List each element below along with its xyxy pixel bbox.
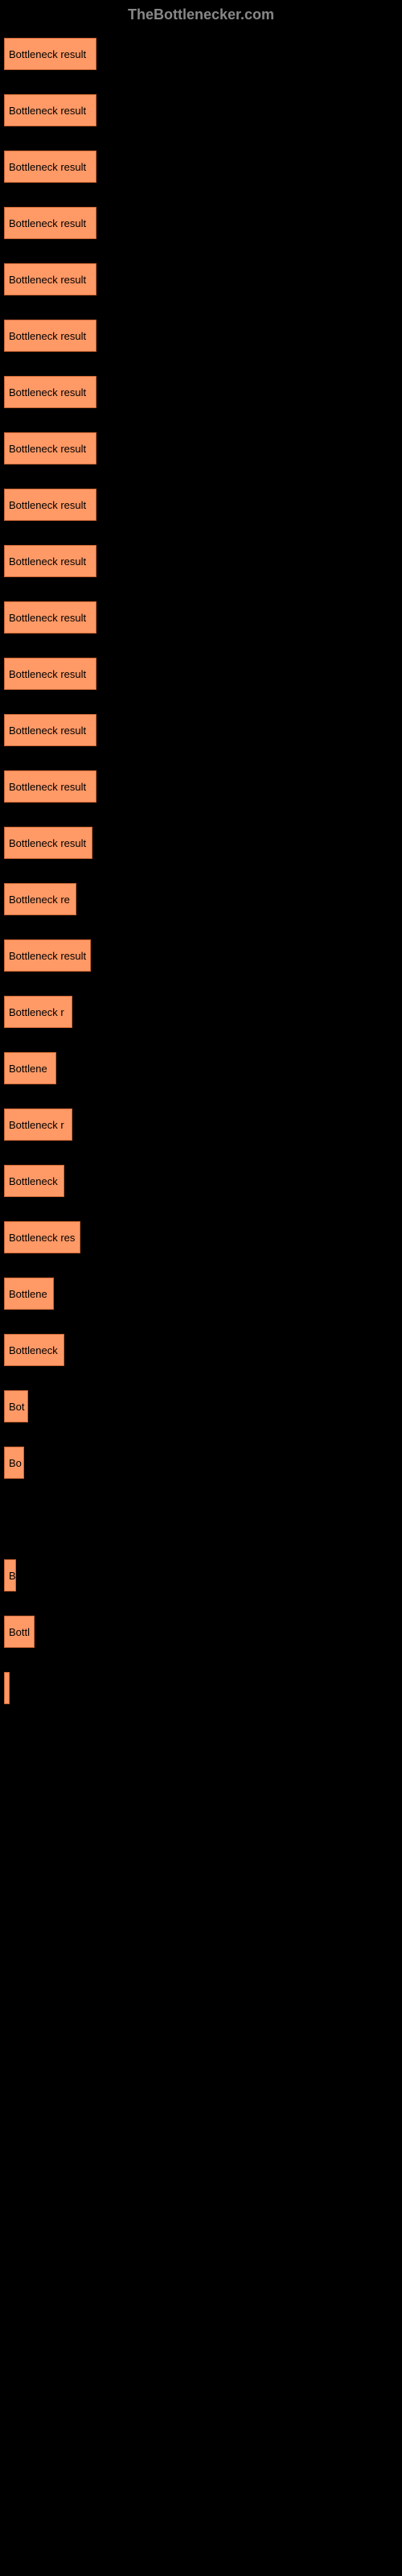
chart-bar: Bottleneck — [4, 1334, 64, 1366]
bar-label: Bo — [9, 1457, 22, 1469]
chart-bar: Bottleneck — [4, 1165, 64, 1197]
bar-label: B — [9, 1570, 16, 1582]
chart-bar: Bottlene — [4, 1278, 54, 1310]
chart-container: Bottleneck result Bottleneck result Bottle… — [0, 30, 402, 1736]
chart-bar: Bottleneck result — [4, 658, 96, 690]
bar-label: Bottleneck result — [9, 443, 86, 455]
chart-bar: Bottleneck result — [4, 94, 96, 126]
chart-bar: Bottl — [4, 1616, 35, 1648]
bar-row: Bottleneck — [4, 1334, 398, 1366]
bar-label: Bottleneck result — [9, 724, 86, 737]
chart-bar: Bo — [4, 1447, 24, 1479]
bar-label: Bottleneck re — [9, 894, 70, 906]
bar-label: Bottleneck r — [9, 1119, 64, 1131]
chart-bar: Bottleneck result — [4, 770, 96, 803]
chart-bar: Bottleneck r — [4, 1108, 72, 1141]
bar-label: Bottleneck — [9, 1175, 58, 1187]
chart-bar: Bottleneck res — [4, 1221, 80, 1253]
chart-bar: Bottlene — [4, 1052, 56, 1084]
bar-label: Bottleneck result — [9, 612, 86, 624]
chart-bar: Bot — [4, 1390, 28, 1422]
chart-bar: Bottleneck result — [4, 320, 96, 352]
bar-row: Bottleneck result — [4, 94, 398, 126]
bar-label: Bottleneck result — [9, 950, 86, 962]
chart-bar: Bottleneck result — [4, 432, 96, 464]
bar-label: Bottleneck result — [9, 330, 86, 342]
chart-bar: Bottleneck result — [4, 545, 96, 577]
bar-row: Bottleneck result — [4, 714, 398, 746]
bar-label: Bottleneck result — [9, 499, 86, 511]
bar-label: Bottleneck result — [9, 105, 86, 117]
bar-label: Bottleneck result — [9, 274, 86, 286]
bar-row: Bottleneck result — [4, 263, 398, 295]
bar-row: Bottleneck result — [4, 38, 398, 70]
bar-label: Bottleneck result — [9, 668, 86, 680]
site-title: TheBottlenecker.com — [128, 6, 274, 23]
chart-bar: Bottleneck result — [4, 489, 96, 521]
chart-bar: Bottleneck r — [4, 996, 72, 1028]
bar-row: Bottleneck result — [4, 827, 398, 859]
bar-row — [4, 1672, 398, 1704]
bar-label: Bot — [9, 1401, 25, 1413]
bar-label: Bottleneck result — [9, 217, 86, 229]
chart-bar: B — [4, 1559, 16, 1591]
bar-label: Bottleneck result — [9, 781, 86, 793]
chart-bar: Bottleneck result — [4, 827, 92, 859]
bar-label: Bottleneck — [9, 1344, 58, 1356]
bar-row: Bottl — [4, 1616, 398, 1648]
chart-bar: Bottleneck result — [4, 151, 96, 183]
bar-label: Bottleneck result — [9, 161, 86, 173]
bar-row: Bottleneck r — [4, 996, 398, 1028]
bar-label: Bottleneck result — [9, 48, 86, 60]
bar-row: Bottleneck result — [4, 376, 398, 408]
bar-label: Bottleneck r — [9, 1006, 64, 1018]
bar-row: Bo — [4, 1447, 398, 1479]
bar-label: Bottleneck res — [9, 1232, 75, 1244]
bar-row: Bottleneck result — [4, 658, 398, 690]
empty-row — [4, 1503, 398, 1535]
chart-bar: Bottleneck result — [4, 38, 96, 70]
chart-bar: Bottleneck result — [4, 714, 96, 746]
chart-bar: Bottleneck result — [4, 601, 96, 634]
bar-row: Bottleneck re — [4, 883, 398, 915]
bar-row: Bottleneck result — [4, 151, 398, 183]
bar-row: Bottleneck result — [4, 207, 398, 239]
bar-label: Bottlene — [9, 1063, 47, 1075]
bar-row: Bottleneck result — [4, 939, 398, 972]
chart-bar: Bottleneck result — [4, 207, 96, 239]
bar-label: Bottl — [9, 1626, 30, 1638]
chart-bar: Bottleneck result — [4, 263, 96, 295]
bar-row: Bottleneck — [4, 1165, 398, 1197]
bar-row: Bottlene — [4, 1278, 398, 1310]
bar-row: Bottleneck result — [4, 545, 398, 577]
bar-row: Bottleneck result — [4, 489, 398, 521]
chart-bar — [4, 1672, 10, 1704]
chart-bar: Bottleneck re — [4, 883, 76, 915]
bar-row: Bottleneck result — [4, 770, 398, 803]
bar-label: Bottleneck result — [9, 555, 86, 568]
bar-row: Bottleneck result — [4, 601, 398, 634]
bar-label: Bottleneck result — [9, 386, 86, 398]
bar-row: Bottleneck res — [4, 1221, 398, 1253]
bar-row: Bottlene — [4, 1052, 398, 1084]
site-header: TheBottlenecker.com — [0, 0, 402, 30]
bar-row: B — [4, 1559, 398, 1591]
chart-bar: Bottleneck result — [4, 376, 96, 408]
bar-row: Bottleneck result — [4, 320, 398, 352]
bar-row: Bottleneck result — [4, 432, 398, 464]
bar-row: Bot — [4, 1390, 398, 1422]
chart-bar: Bottleneck result — [4, 939, 91, 972]
bar-label: Bottlene — [9, 1288, 47, 1300]
bar-row: Bottleneck r — [4, 1108, 398, 1141]
bar-label: Bottleneck result — [9, 837, 86, 849]
